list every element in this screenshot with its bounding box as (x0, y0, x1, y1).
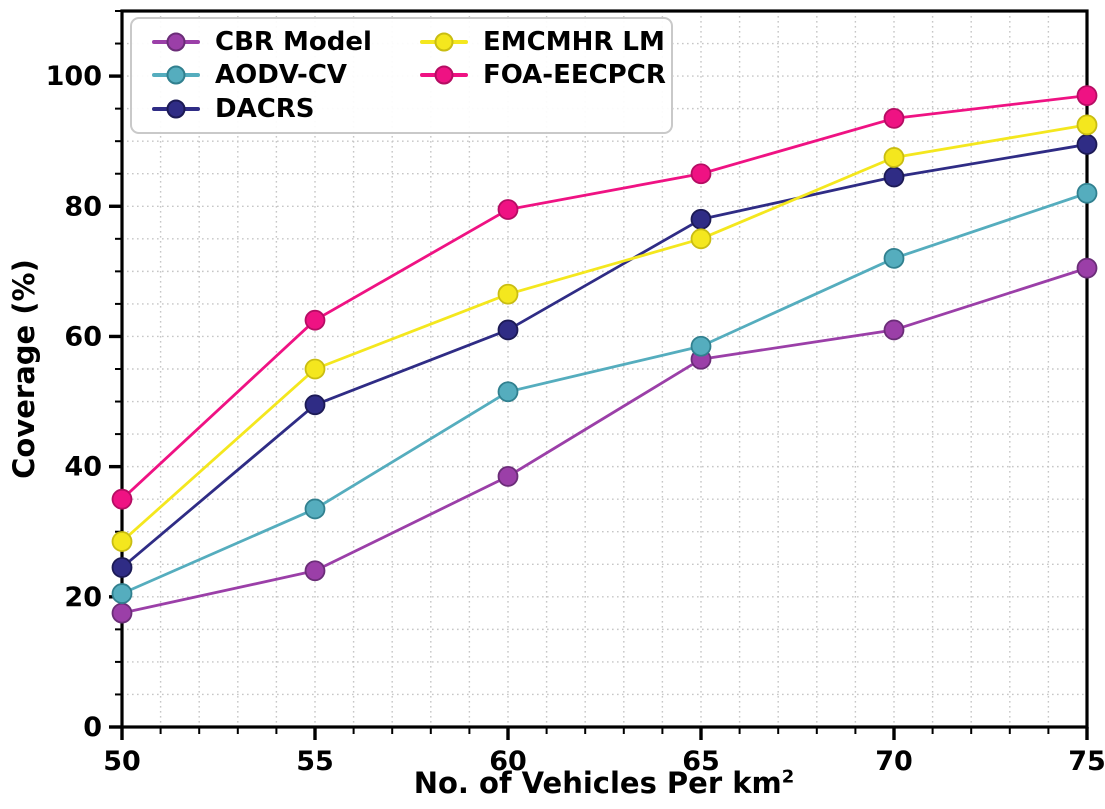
y-tick-label: 60 (64, 321, 102, 352)
x-axis-label-text: No. of Vehicles Per km (413, 766, 782, 800)
series-line-dacrs (120, 143, 1089, 569)
y-tick-label: 40 (64, 452, 102, 483)
data-point-emcmhr-lm (690, 228, 712, 250)
data-point-cbr-model (304, 560, 326, 582)
y-tick-label: 0 (83, 712, 102, 743)
data-point-foa-eecpcr (304, 309, 326, 331)
x-tick-label: 55 (296, 746, 334, 777)
data-point-dacrs (883, 166, 905, 188)
dacrs-marker-icon (152, 98, 200, 120)
data-point-aodv-cv (690, 335, 712, 357)
x-tick-label: 70 (875, 746, 913, 777)
series-line-cbr-model (120, 266, 1089, 615)
series-line-foa-eecpcr (120, 94, 1089, 501)
legend-label-emcmhr-lm: EMCMHR LM (483, 26, 665, 57)
legend-item-foa-eecpcr: FOA-EECPCR (420, 59, 666, 93)
data-point-foa-eecpcr (883, 108, 905, 129)
data-point-foa-eecpcr (111, 488, 133, 510)
series-line-aodv-cv (120, 191, 1089, 595)
data-point-dacrs (1076, 134, 1098, 155)
legend-label-dacrs: DACRS (215, 94, 315, 125)
data-point-cbr-model (883, 319, 905, 341)
legend-label-aodv-cv: AODV-CV (215, 60, 348, 91)
legend-item-dacrs: DACRS (152, 92, 420, 126)
legend-item-aodv-cv: AODV-CV (152, 59, 420, 93)
data-point-cbr-model (1076, 257, 1098, 279)
data-point-aodv-cv (497, 381, 519, 403)
data-point-foa-eecpcr (497, 199, 519, 220)
data-point-foa-eecpcr (1076, 85, 1098, 107)
data-point-dacrs (304, 394, 326, 416)
data-point-aodv-cv (883, 247, 905, 269)
y-axis-label: Coverage (%) (7, 259, 41, 479)
data-point-emcmhr-lm (304, 358, 326, 380)
cbr-model-marker-icon (152, 31, 200, 53)
aodv-cv-marker-icon (152, 64, 200, 86)
data-point-emcmhr-lm (883, 147, 905, 168)
series-line-emcmhr-lm (120, 123, 1089, 543)
legend-label-cbr-model: CBR Model (215, 26, 372, 57)
x-tick-label: 60 (489, 746, 527, 777)
legend-label-foa-eecpcr: FOA-EECPCR (483, 60, 666, 91)
data-point-dacrs (690, 208, 712, 230)
data-point-aodv-cv (304, 498, 326, 520)
x-tick-label: 50 (103, 746, 141, 777)
legend-item-cbr-model: CBR Model (152, 25, 420, 59)
x-tick-label: 65 (682, 746, 720, 777)
x-axis-label-superscript: 2 (781, 766, 795, 788)
x-tick-label: 75 (1068, 746, 1105, 777)
y-tick-label: 20 (64, 582, 102, 613)
data-point-emcmhr-lm (497, 283, 519, 305)
foa-eecpcr-marker-icon (420, 64, 468, 86)
data-point-dacrs (111, 557, 133, 578)
data-point-emcmhr-lm (111, 531, 133, 552)
data-point-aodv-cv (1076, 182, 1098, 204)
chart-legend: CBR Model AODV-CV DACRS EMCMHR LM FOA-EE… (130, 17, 673, 134)
x-axis-label: No. of Vehicles Per km2 (414, 766, 795, 800)
emcmhr-lm-marker-icon (420, 31, 468, 53)
data-point-cbr-model (111, 602, 133, 624)
data-point-aodv-cv (111, 583, 133, 604)
data-point-cbr-model (497, 465, 519, 487)
y-tick-label: 100 (46, 61, 102, 92)
data-point-foa-eecpcr (690, 163, 712, 185)
legend-item-emcmhr-lm: EMCMHR LM (420, 25, 666, 59)
data-point-emcmhr-lm (1076, 114, 1098, 136)
y-tick-label: 80 (64, 191, 102, 222)
data-point-dacrs (497, 319, 519, 341)
